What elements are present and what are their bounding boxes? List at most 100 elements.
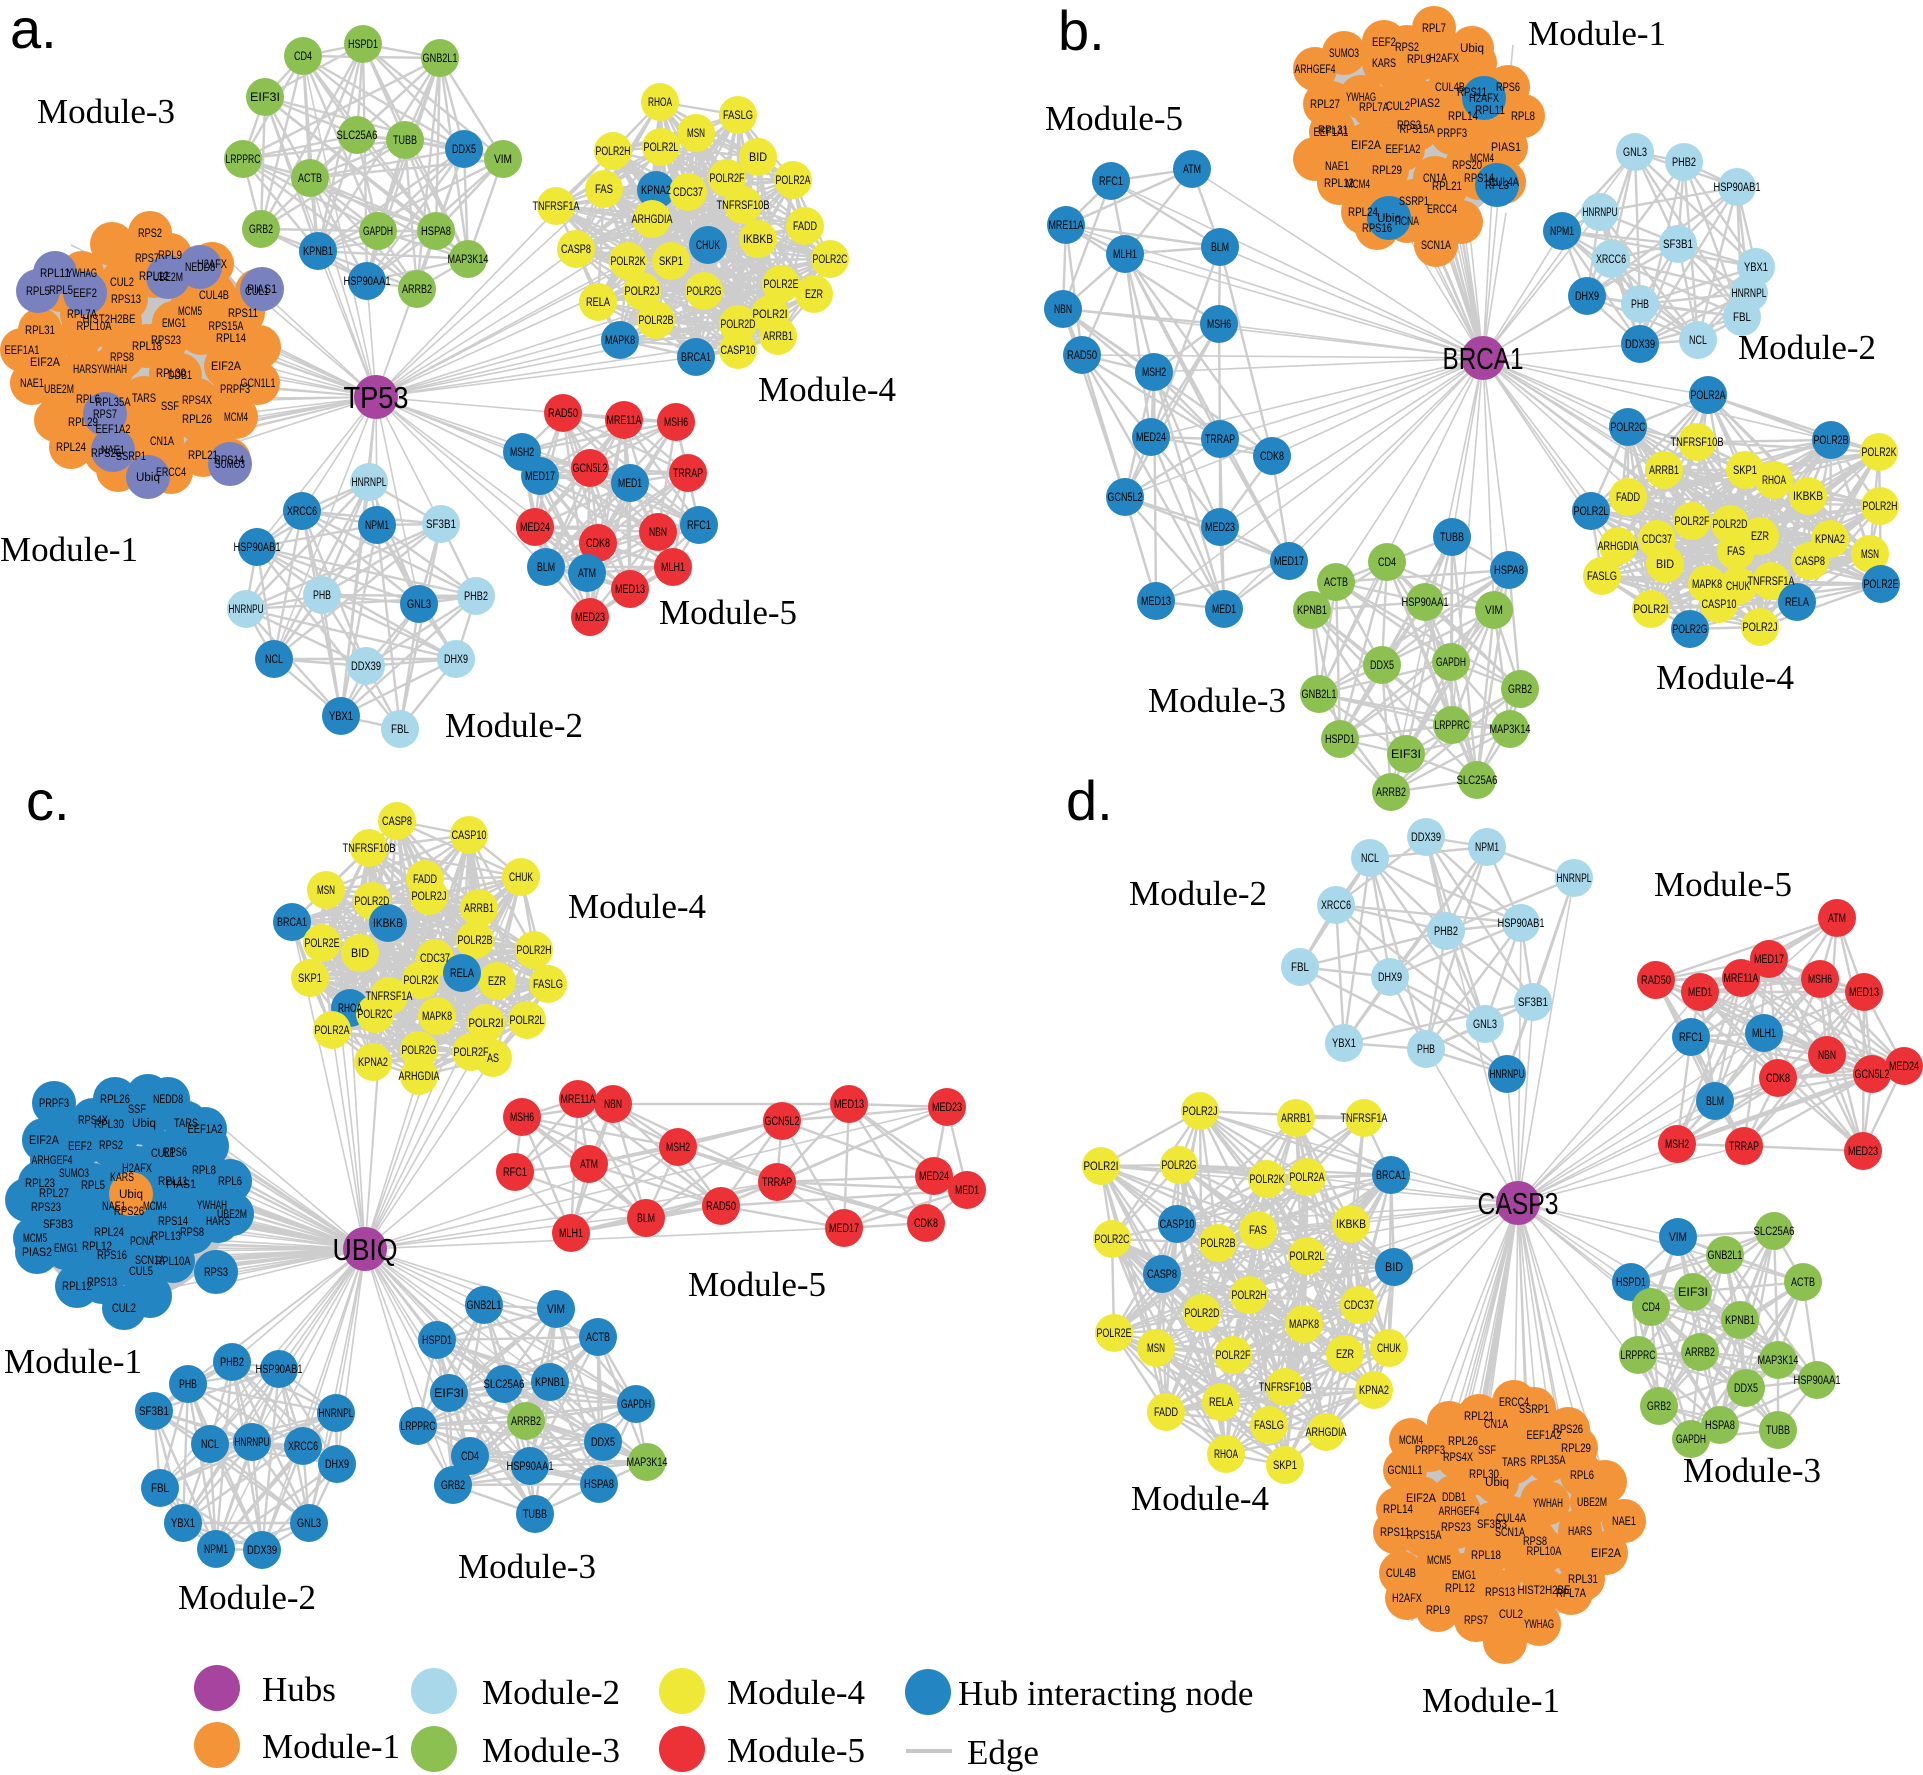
svg-text:POLR2B: POLR2B (1201, 1238, 1236, 1250)
svg-text:RPS2: RPS2 (99, 1140, 123, 1152)
svg-text:CUL4A: CUL4A (1496, 1513, 1526, 1525)
svg-text:KPNB1: KPNB1 (303, 246, 333, 258)
svg-text:UBE2M: UBE2M (1577, 1497, 1607, 1509)
svg-text:RPS15A: RPS15A (209, 321, 244, 333)
svg-text:Module-3: Module-3 (482, 1731, 620, 1770)
svg-text:POLR2D: POLR2D (1185, 1308, 1220, 1320)
svg-text:EZR: EZR (1336, 1349, 1354, 1361)
svg-text:CUL4A: CUL4A (1489, 177, 1519, 189)
svg-text:RPL9: RPL9 (1426, 1605, 1450, 1617)
svg-text:MED17: MED17 (1274, 556, 1304, 568)
svg-text:RAD50: RAD50 (1641, 975, 1671, 987)
svg-text:RPS4X: RPS4X (182, 395, 212, 407)
svg-text:BLM: BLM (1706, 1096, 1724, 1108)
svg-text:ARRB2: ARRB2 (1685, 1347, 1715, 1359)
svg-text:GCN5L2: GCN5L2 (1108, 492, 1143, 504)
svg-text:RPL21: RPL21 (188, 450, 218, 462)
svg-text:RPS8: RPS8 (1523, 1536, 1547, 1548)
svg-text:PHB: PHB (1631, 299, 1649, 311)
svg-text:RFC1: RFC1 (1099, 176, 1123, 188)
svg-text:KPNA2: KPNA2 (641, 185, 671, 197)
svg-text:RPS3: RPS3 (1397, 120, 1421, 132)
svg-text:Module-5: Module-5 (1045, 99, 1183, 138)
svg-text:LRPPRC: LRPPRC (226, 154, 261, 166)
svg-text:PHB2: PHB2 (464, 591, 488, 603)
svg-text:TUBB: TUBB (523, 1509, 547, 1521)
svg-text:YWHAG: YWHAG (1524, 1619, 1554, 1631)
svg-text:RPS7: RPS7 (93, 409, 117, 421)
svg-text:HSPA8: HSPA8 (421, 226, 451, 238)
svg-text:FASLG: FASLG (1587, 571, 1617, 583)
svg-text:RPS16: RPS16 (97, 1250, 127, 1262)
svg-text:YWHAH: YWHAH (1533, 1498, 1563, 1510)
svg-text:NAE1: NAE1 (102, 1201, 126, 1213)
svg-text:RPL8: RPL8 (1511, 111, 1535, 123)
svg-text:EMG1: EMG1 (1452, 1570, 1476, 1582)
svg-text:TARS: TARS (132, 393, 156, 405)
svg-text:EIF3I: EIF3I (434, 1388, 464, 1400)
svg-text:SSF: SSF (128, 1104, 146, 1116)
svg-text:RPL12: RPL12 (139, 271, 169, 283)
svg-text:BID: BID (1385, 1262, 1403, 1274)
svg-text:Module-2: Module-2 (1129, 874, 1267, 913)
svg-text:SCN1A: SCN1A (135, 1255, 165, 1267)
svg-text:POLR2D: POLR2D (1713, 519, 1748, 531)
svg-text:POLR2L: POLR2L (644, 142, 679, 154)
svg-text:POLR2K: POLR2K (611, 256, 646, 268)
svg-text:MRE11A: MRE11A (1049, 220, 1084, 232)
svg-text:SKP1: SKP1 (1273, 1460, 1297, 1472)
svg-text:EIF3I: EIF3I (250, 92, 280, 104)
svg-text:POLR2G: POLR2G (687, 286, 722, 298)
svg-text:Ubiq: Ubiq (1377, 213, 1401, 225)
svg-text:HNRNPU: HNRNPU (1490, 1069, 1525, 1081)
svg-text:Module-1: Module-1 (4, 1342, 142, 1381)
svg-text:PHB: PHB (313, 590, 331, 602)
svg-text:Module-5: Module-5 (688, 1265, 826, 1304)
svg-text:CDC37: CDC37 (1642, 534, 1672, 546)
svg-text:MCM4: MCM4 (1399, 1435, 1423, 1447)
svg-text:CUL4B: CUL4B (1435, 82, 1465, 94)
svg-text:HSP90AA1: HSP90AA1 (1402, 597, 1449, 609)
svg-text:NPM1: NPM1 (1550, 226, 1574, 238)
svg-text:HSP90AA1: HSP90AA1 (344, 276, 391, 288)
svg-text:BRCA1: BRCA1 (1376, 1170, 1406, 1182)
svg-text:LRPPRC: LRPPRC (1435, 720, 1470, 732)
svg-text:Module-4: Module-4 (758, 370, 896, 409)
svg-text:ARRB1: ARRB1 (1281, 1113, 1311, 1125)
svg-text:RPL10A: RPL10A (156, 1256, 191, 1268)
svg-text:DHX9: DHX9 (1378, 972, 1402, 984)
svg-text:CASP3: CASP3 (1478, 1186, 1559, 1221)
svg-text:RPL21: RPL21 (1432, 181, 1462, 193)
svg-text:MED17: MED17 (525, 471, 555, 483)
svg-text:FASLG: FASLG (723, 110, 753, 122)
svg-text:RPL27: RPL27 (1310, 99, 1340, 111)
svg-text:Ubiq: Ubiq (119, 1189, 143, 1201)
svg-text:GNB2L1: GNB2L1 (1708, 1250, 1743, 1262)
svg-text:HSPA8: HSPA8 (584, 1479, 614, 1491)
svg-text:DDX39: DDX39 (1411, 832, 1441, 844)
svg-text:H2AFX: H2AFX (1429, 53, 1459, 65)
svg-text:LRPPRC: LRPPRC (1621, 1350, 1656, 1362)
svg-text:POLR2A: POLR2A (315, 1025, 350, 1037)
svg-text:FBL: FBL (151, 1483, 170, 1495)
svg-text:VIM: VIM (1485, 605, 1503, 617)
svg-text:RPL12: RPL12 (82, 1241, 112, 1253)
svg-text:RPS13: RPS13 (111, 294, 141, 306)
svg-text:EIF2A: EIF2A (30, 357, 60, 369)
svg-text:NAE1: NAE1 (20, 378, 44, 390)
svg-text:RPL10A: RPL10A (1527, 1546, 1562, 1558)
svg-text:Module-5: Module-5 (727, 1731, 865, 1770)
svg-text:CUL1: CUL1 (245, 286, 269, 298)
svg-text:VIM: VIM (1669, 1232, 1687, 1244)
svg-text:RPL5: RPL5 (49, 285, 73, 297)
svg-text:SCN1A: SCN1A (1495, 1527, 1525, 1539)
svg-text:HSPD1: HSPD1 (1616, 1277, 1646, 1289)
svg-text:RPS2: RPS2 (1395, 42, 1419, 54)
svg-text:FAS: FAS (595, 184, 613, 196)
svg-text:RPS20: RPS20 (1452, 160, 1482, 172)
svg-text:ATM: ATM (1183, 164, 1201, 176)
svg-text:EZR: EZR (1751, 531, 1769, 543)
svg-text:ARRB1: ARRB1 (464, 903, 494, 915)
svg-text:SSRP1: SSRP1 (1519, 1404, 1549, 1416)
svg-text:RPL30: RPL30 (1469, 1469, 1499, 1481)
